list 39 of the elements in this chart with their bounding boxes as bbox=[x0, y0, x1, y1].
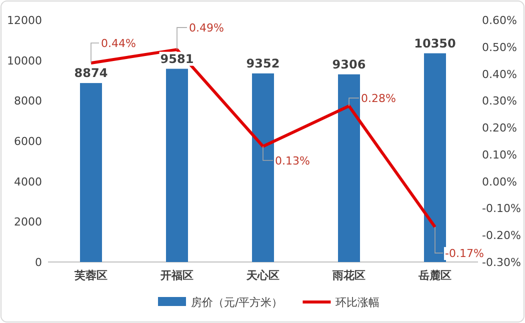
y2-tick-label: 0.20% bbox=[482, 122, 517, 135]
y2-tick-label: -0.30% bbox=[482, 256, 521, 269]
y-tick-label: 12000 bbox=[7, 14, 42, 27]
y-tick-label: 4000 bbox=[14, 175, 42, 188]
data-label: -0.17% bbox=[445, 247, 484, 260]
legend-label: 环比涨幅 bbox=[336, 296, 380, 309]
x-tick-label: 开福区 bbox=[160, 269, 194, 282]
bar bbox=[166, 68, 188, 262]
legend-label: 房价（元/平方米） bbox=[191, 296, 283, 309]
bar bbox=[252, 73, 274, 262]
y2-tick-label: 0.00% bbox=[482, 175, 517, 188]
y-tick-label: 6000 bbox=[14, 135, 42, 148]
y-tick-label: 8000 bbox=[14, 94, 42, 108]
x-tick-label: 雨花区 bbox=[332, 269, 366, 282]
data-label: 10350 bbox=[414, 36, 456, 50]
y2-tick-label: 0.60% bbox=[482, 14, 517, 27]
data-label: 8874 bbox=[74, 66, 108, 80]
data-label: 9306 bbox=[332, 57, 366, 72]
data-label: 0.28% bbox=[361, 92, 396, 106]
data-label: 9581 bbox=[160, 52, 194, 66]
y2-tick-label: 0.10% bbox=[482, 148, 517, 162]
bar bbox=[80, 83, 102, 262]
y2-tick-label: -0.10% bbox=[482, 202, 521, 216]
y-tick-label: 0 bbox=[35, 256, 42, 269]
x-tick-label: 岳麓区 bbox=[418, 269, 452, 282]
y2-tick-label: 0.40% bbox=[482, 68, 517, 81]
bar bbox=[424, 53, 446, 262]
data-label: 9352 bbox=[246, 56, 280, 70]
bar bbox=[338, 74, 360, 262]
y2-tick-label: 0.30% bbox=[482, 94, 517, 108]
data-label: 0.44% bbox=[101, 37, 136, 50]
y-tick-label: 10000 bbox=[7, 54, 42, 68]
data-label: 0.49% bbox=[189, 22, 224, 35]
y2-tick-label: -0.20% bbox=[482, 229, 521, 242]
data-label: 0.13% bbox=[275, 154, 310, 168]
y2-tick-label: 0.50% bbox=[482, 40, 517, 54]
x-tick-label: 芙蓉区 bbox=[74, 269, 108, 282]
y-tick-label: 2000 bbox=[14, 216, 42, 229]
x-tick-label: 天心区 bbox=[246, 269, 280, 282]
